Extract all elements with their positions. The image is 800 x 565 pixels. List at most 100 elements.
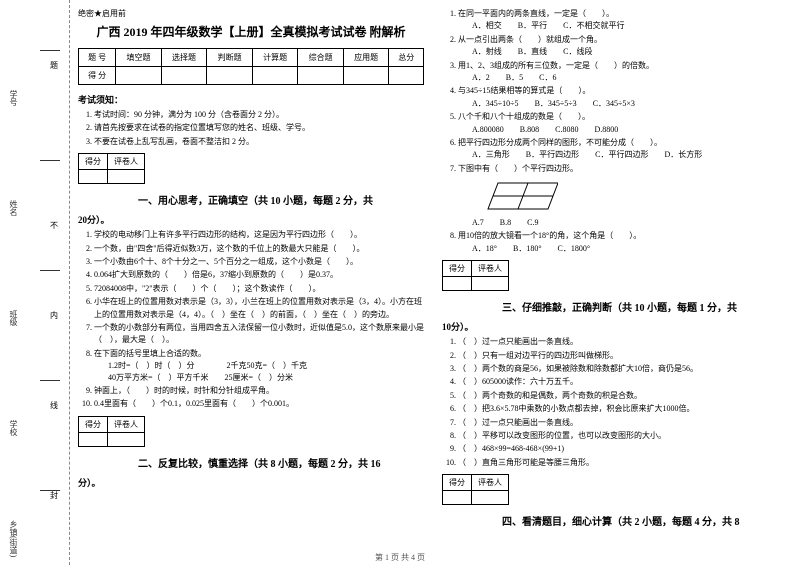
fold-char: 线 bbox=[50, 400, 58, 411]
notice-heading: 考试须知： bbox=[78, 93, 424, 106]
score-grid: 题 号 填空题 选择题 判断题 计算题 综合题 应用题 总分 得 分 bbox=[78, 48, 424, 85]
opt: D.8800 bbox=[580, 125, 618, 134]
grid-head: 题 号 bbox=[79, 49, 116, 67]
right-column: 在同一平面内的两条直线，一定是（ ）。 A．相交 B．平行 C．不相交就平行 从… bbox=[442, 8, 788, 548]
q-item: 0.064扩大到原数的（ ）倍是6，37缩小到原数的（ ）是0.37。 bbox=[94, 269, 424, 281]
scorebox-cell bbox=[79, 432, 108, 446]
section2-cont: 分）。 bbox=[78, 476, 424, 489]
scorebox-head: 得分 bbox=[79, 416, 108, 432]
q-text: 八个千和八个十组成的数是（ ）。 bbox=[458, 112, 590, 121]
grid-cell bbox=[161, 67, 207, 85]
fold-char: 内 bbox=[50, 310, 58, 321]
sub-line: 40万平方米=（ ）平方千米 25厘米=（ ）分米 bbox=[94, 372, 424, 384]
opt: B．180° bbox=[499, 244, 542, 253]
opt: C．线段 bbox=[549, 47, 592, 56]
page-content: 绝密★启用前 广西 2019 年四年级数学【上册】全真模拟考试试卷 附解析 题 … bbox=[78, 8, 788, 548]
opt: A．345÷10÷5 bbox=[458, 99, 519, 108]
opt: C．平行四边形 bbox=[581, 150, 648, 159]
fold-char: 题 bbox=[50, 60, 58, 71]
binding-line bbox=[40, 50, 60, 51]
q-text: 在下面的括号里填上合适的数。 bbox=[94, 349, 206, 358]
secret-label: 绝密★启用前 bbox=[78, 8, 424, 19]
opt: A.7 bbox=[458, 218, 484, 227]
opt: A.800080 bbox=[458, 125, 504, 134]
scorebox-cell bbox=[443, 277, 472, 291]
q-item: 用10倍的放大镜看一个18°的角，这个角是（ ）。 A．18° B．180° C… bbox=[458, 230, 788, 255]
scorebox-head: 评卷人 bbox=[472, 261, 509, 277]
q-item: （ ）两个数的商是56，如果被除数和除数都扩大10倍，商仍是56。 bbox=[458, 363, 788, 375]
left-column: 绝密★启用前 广西 2019 年四年级数学【上册】全真模拟考试试卷 附解析 题 … bbox=[78, 8, 424, 548]
grid-cell bbox=[207, 67, 253, 85]
section2-list: 在同一平面内的两条直线，一定是（ ）。 A．相交 B．平行 C．不相交就平行 从… bbox=[442, 8, 788, 255]
score-box: 得分评卷人 bbox=[442, 260, 509, 291]
grid-head: 判断题 bbox=[207, 49, 253, 67]
section3-list: （ ）过一点只能画出一条直线。 （ ）只有一组对边平行的四边形叫做梯形。 （ ）… bbox=[442, 336, 788, 469]
q-item: （ ）只有一组对边平行的四边形叫做梯形。 bbox=[458, 350, 788, 362]
scorebox-head: 评卷人 bbox=[472, 475, 509, 491]
grid-cell bbox=[252, 67, 298, 85]
scorebox-head: 评卷人 bbox=[108, 416, 145, 432]
binding-label: 学校 bbox=[8, 420, 19, 436]
q-item: （ ）把3.6×5.78中乘数的小数点都去掉，积会比原来扩大1000倍。 bbox=[458, 403, 788, 415]
opt: C．6 bbox=[525, 73, 556, 82]
scorebox-cell bbox=[108, 432, 145, 446]
q-item: （ ）两个奇数的和是偶数，两个奇数的积是合数。 bbox=[458, 390, 788, 402]
q-item: （ ）直角三角形可能是等腰三角形。 bbox=[458, 457, 788, 469]
grid-cell bbox=[389, 67, 424, 85]
scorebox-head: 得分 bbox=[443, 261, 472, 277]
opt: B.808 bbox=[506, 125, 539, 134]
fold-char: 封 bbox=[50, 490, 58, 501]
opt: A．2 bbox=[458, 73, 490, 82]
q-text: 用1、2、3组成的所有三位数，一定是（ ）的倍数。 bbox=[458, 61, 654, 70]
score-box: 得分评卷人 bbox=[78, 153, 145, 184]
fold-char: 不 bbox=[50, 220, 58, 231]
opt: C.9 bbox=[513, 218, 538, 227]
q-item: （ ）过一点只能画出一条直线。 bbox=[458, 417, 788, 429]
opt: A．18° bbox=[458, 244, 497, 253]
opt: B．平行 bbox=[504, 21, 547, 30]
section4-title: 四、看清题目，细心计算（共 2 小题，每题 4 分，共 8 bbox=[442, 513, 788, 528]
q-text: 下图中有（ ）个平行四边形。 bbox=[458, 164, 578, 173]
q-item: 与345÷15结果相等的算式是（ ）。 A．345÷10÷5 B．345÷5÷3… bbox=[458, 85, 788, 110]
q-item: 把平行四边形分成两个同样的图形，不可能分成（ ）。 A．三角形 B．平行四边形 … bbox=[458, 137, 788, 162]
grid-cell bbox=[343, 67, 389, 85]
opt: B．345÷5÷3 bbox=[521, 99, 577, 108]
q-item: 一个小数由6个十、8个十分之一、5个百分之一组成，这个小数是（ ）。 bbox=[94, 256, 424, 268]
q-item: 在下面的括号里填上合适的数。 1.2时=（ ）时（ ）分 2千克50克=（ ）千… bbox=[94, 348, 424, 384]
scorebox-head: 得分 bbox=[79, 154, 108, 170]
section3-title: 三、仔细推敲，正确判断（共 10 小题，每题 1 分，共 bbox=[442, 299, 788, 314]
binding-label: 班级 bbox=[8, 310, 19, 326]
opt: B.8 bbox=[486, 218, 511, 227]
grid-cell bbox=[116, 67, 162, 85]
q-item: 用1、2、3组成的所有三位数，一定是（ ）的倍数。 A．2 B．5 C．6 bbox=[458, 60, 788, 85]
q-item: （ ）605000读作：六十万五千。 bbox=[458, 376, 788, 388]
opt: B．直线 bbox=[504, 47, 547, 56]
q-item: 72084008中，"2"表示（ ）个（ ）；这个数读作（ ）。 bbox=[94, 283, 424, 295]
score-box: 得分评卷人 bbox=[78, 416, 145, 447]
binding-line bbox=[40, 270, 60, 271]
grid-head: 总分 bbox=[389, 49, 424, 67]
sub-line: 1.2时=（ ）时（ ）分 2千克50克=（ ）千克 bbox=[94, 360, 424, 372]
grid-head: 应用题 bbox=[343, 49, 389, 67]
notice-item: 不要在试卷上乱写乱画，卷面不整洁扣 2 分。 bbox=[94, 136, 424, 148]
grid-head: 填空题 bbox=[116, 49, 162, 67]
grid-cell bbox=[298, 67, 344, 85]
section3-cont: 10分）。 bbox=[442, 320, 788, 333]
opt: C.8080 bbox=[541, 125, 578, 134]
binding-line bbox=[40, 160, 60, 161]
q-item: 一个数的小数部分有两位，当用四舍五入法保留一位小数时，近似值是5.0，这个数原来… bbox=[94, 322, 424, 347]
q-text: 与345÷15结果相等的算式是（ ）。 bbox=[458, 86, 590, 95]
exam-title: 广西 2019 年四年级数学【上册】全真模拟考试试卷 附解析 bbox=[78, 23, 424, 40]
q-item: 八个千和八个十组成的数是（ ）。 A.800080 B.808 C.8080 D… bbox=[458, 111, 788, 136]
q-item: 下图中有（ ）个平行四边形。 A.7 B.8 C.9 bbox=[458, 163, 788, 230]
notice-list: 考试时间：90 分钟，满分为 100 分（含卷面分 2 分）。 请首先按要求在试… bbox=[78, 109, 424, 148]
grid-head: 选择题 bbox=[161, 49, 207, 67]
scorebox-cell bbox=[443, 491, 472, 505]
opt: A．射线 bbox=[458, 47, 502, 56]
scorebox-cell bbox=[108, 170, 145, 184]
scorebox-cell bbox=[472, 491, 509, 505]
score-box: 得分评卷人 bbox=[442, 474, 509, 505]
q-item: 钟面上，（ ）时的时候，时针和分针组成平角。 bbox=[94, 385, 424, 397]
q-text: 把平行四边形分成两个同样的图形，不可能分成（ ）。 bbox=[458, 138, 662, 147]
opt: C．1800° bbox=[544, 244, 591, 253]
